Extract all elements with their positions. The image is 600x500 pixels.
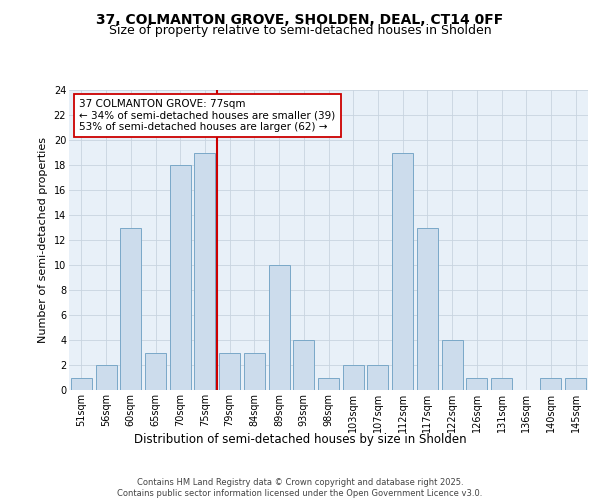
Bar [392,152,413,390]
Bar [95,365,116,390]
Bar [367,365,388,390]
Bar [442,340,463,390]
Bar [466,378,487,390]
Bar [244,352,265,390]
Text: Contains HM Land Registry data © Crown copyright and database right 2025.
Contai: Contains HM Land Registry data © Crown c… [118,478,482,498]
Text: 37 COLMANTON GROVE: 77sqm
← 34% of semi-detached houses are smaller (39)
53% of : 37 COLMANTON GROVE: 77sqm ← 34% of semi-… [79,99,335,132]
Bar [145,352,166,390]
Bar [194,152,215,390]
Text: Size of property relative to semi-detached houses in Sholden: Size of property relative to semi-detach… [109,24,491,37]
Bar [120,228,141,390]
Bar [219,352,240,390]
Bar [170,165,191,390]
Text: 37, COLMANTON GROVE, SHOLDEN, DEAL, CT14 0FF: 37, COLMANTON GROVE, SHOLDEN, DEAL, CT14… [97,12,503,26]
Bar [565,378,586,390]
Bar [343,365,364,390]
Bar [491,378,512,390]
Bar [71,378,92,390]
Bar [417,228,438,390]
Bar [269,265,290,390]
Bar [318,378,339,390]
Text: Distribution of semi-detached houses by size in Sholden: Distribution of semi-detached houses by … [134,432,466,446]
Y-axis label: Number of semi-detached properties: Number of semi-detached properties [38,137,48,343]
Bar [293,340,314,390]
Bar [541,378,562,390]
